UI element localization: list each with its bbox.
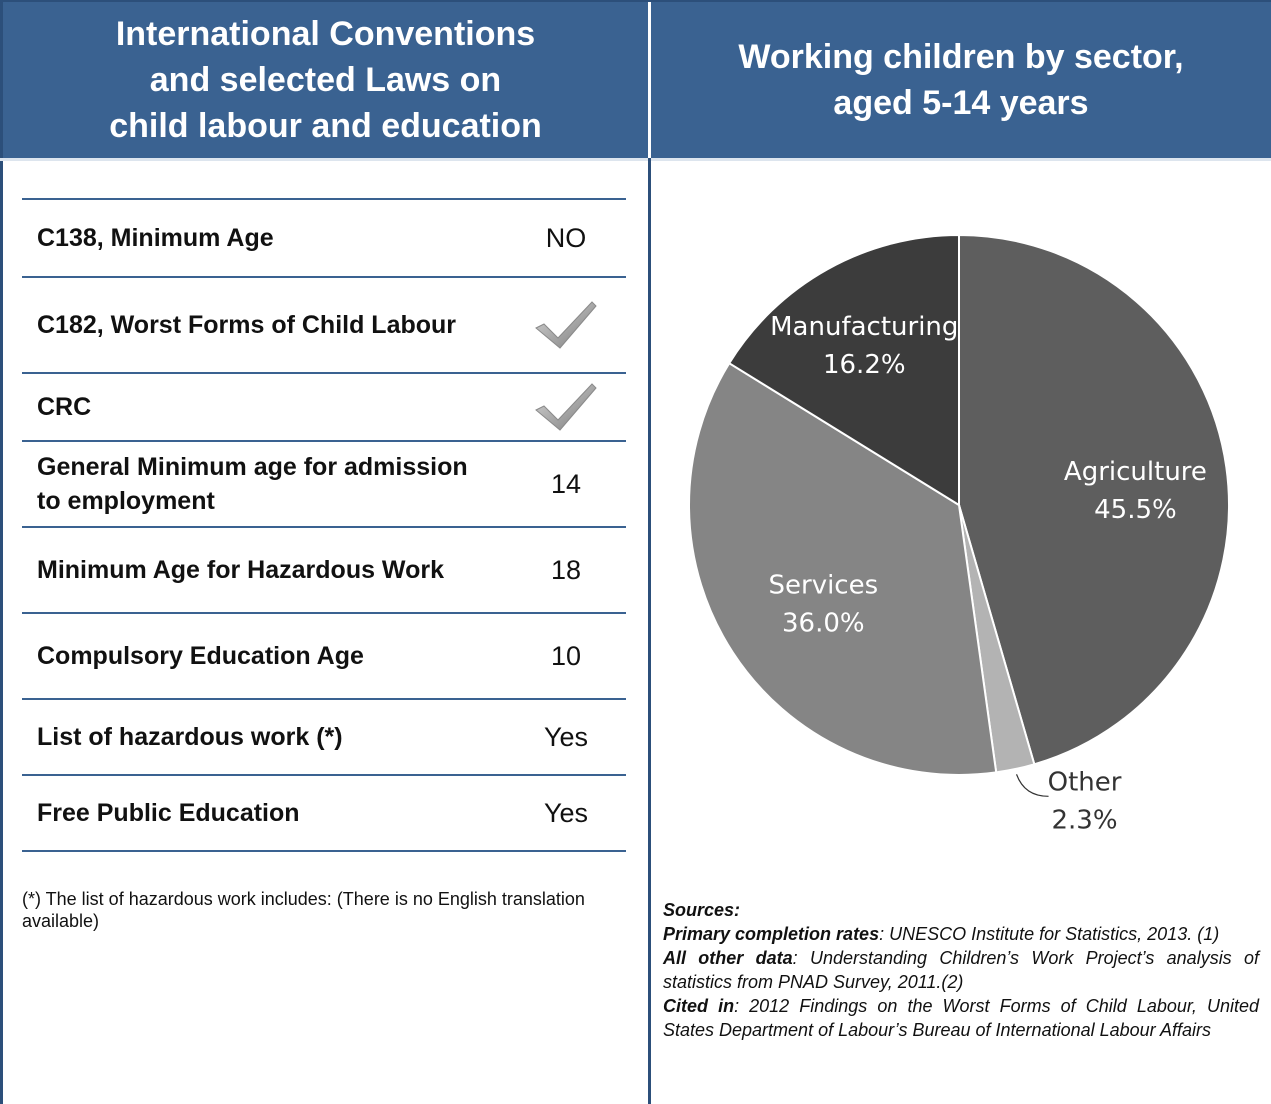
checkmark-icon: [535, 301, 597, 349]
slice-label: Services: [769, 571, 879, 601]
table-row: Free Public Education Yes: [22, 774, 626, 852]
laws-header-title: International Conventions and selected L…: [109, 15, 542, 145]
laws-header: International Conventions and selected L…: [3, 2, 648, 158]
slice-value-label: 45.5%: [1094, 495, 1177, 525]
table-row: List of hazardous work (*) Yes: [22, 698, 626, 774]
header-divider: [0, 158, 1271, 161]
sources-block: Sources: Primary completion rates: UNESC…: [663, 898, 1259, 1042]
slice-label: Agriculture: [1064, 457, 1207, 487]
pie-svg: Agriculture 45.5% Other 2.3% Services 36.0% Ma…: [688, 233, 1230, 835]
checkmark-icon: [535, 383, 597, 431]
row-value: NO: [545, 222, 587, 253]
source-item: Cited in: 2012 Findings on the Worst For…: [663, 994, 1259, 1042]
table-row: Minimum Age for Hazardous Work 18: [22, 526, 626, 612]
row-label: Free Public Education: [37, 799, 300, 827]
sector-pie-chart: Agriculture 45.5% Other 2.3% Services 36.0% Ma…: [651, 161, 1271, 861]
pie-slice-services: [688, 361, 998, 776]
row-value: Yes: [543, 721, 589, 752]
footnote: (*) The list of hazardous work includes:…: [22, 889, 585, 931]
row-label: Compulsory Education Age: [37, 642, 364, 670]
frame-left-border: [0, 0, 3, 1104]
row-value: Yes: [543, 797, 589, 828]
row-value: 14: [550, 468, 582, 499]
source-item: All other data: Understanding Children’s…: [663, 946, 1259, 994]
source-text: : UNESCO Institute for Statistics, 2013.…: [879, 924, 1220, 944]
row-label: CRC: [37, 393, 92, 421]
slice-label: Other: [1048, 767, 1122, 797]
table-row: C182, Worst Forms of Child Labour: [22, 276, 626, 372]
frame-top-border: [0, 0, 1271, 2]
row-value: 10: [550, 640, 582, 671]
row-label: C182, Worst Forms of Child Labour: [37, 311, 457, 339]
slice-value-label: 36.0%: [782, 609, 865, 639]
table-row: CRC: [22, 372, 626, 440]
sources-heading: Sources:: [663, 900, 741, 920]
slice-value-label: 2.3%: [1052, 805, 1118, 835]
source-key: Primary completion rates: [663, 924, 880, 944]
table-row: Compulsory Education Age 10: [22, 612, 626, 698]
chart-header-title: Working children by sector, aged 5-14 ye…: [738, 38, 1184, 122]
table-row: C138, Minimum Age NO: [22, 198, 626, 276]
pie-slice-manufacturing: [727, 233, 960, 507]
row-label: C138, Minimum Age: [37, 224, 274, 252]
slice-label: Manufacturing: [770, 312, 958, 342]
source-text: : 2012 Findings on the Worst Forms of Ch…: [663, 996, 1260, 1040]
row-label: General Minimum age for admission to emp…: [37, 453, 468, 515]
source-text: : Understanding Children’s Work Project’…: [663, 948, 1260, 992]
pie-slice-agriculture: [958, 233, 1230, 766]
leader-line: [1015, 774, 1049, 797]
row-label: List of hazardous work (*): [37, 723, 343, 751]
laws-table: C138, Minimum Age NO C182, Worst Forms o…: [22, 198, 626, 852]
row-label: Minimum Age for Hazardous Work: [37, 556, 444, 584]
source-item: Primary completion rates: UNESCO Institu…: [663, 922, 1259, 946]
column-divider: [648, 158, 651, 1104]
slice-value-label: 16.2%: [823, 350, 906, 380]
source-key: Cited in: [663, 996, 735, 1016]
row-value: 18: [550, 554, 582, 585]
source-key: All other data: [663, 948, 793, 968]
chart-header: Working children by sector, aged 5-14 ye…: [651, 2, 1271, 158]
table-row: General Minimum age for admission to emp…: [22, 440, 626, 526]
